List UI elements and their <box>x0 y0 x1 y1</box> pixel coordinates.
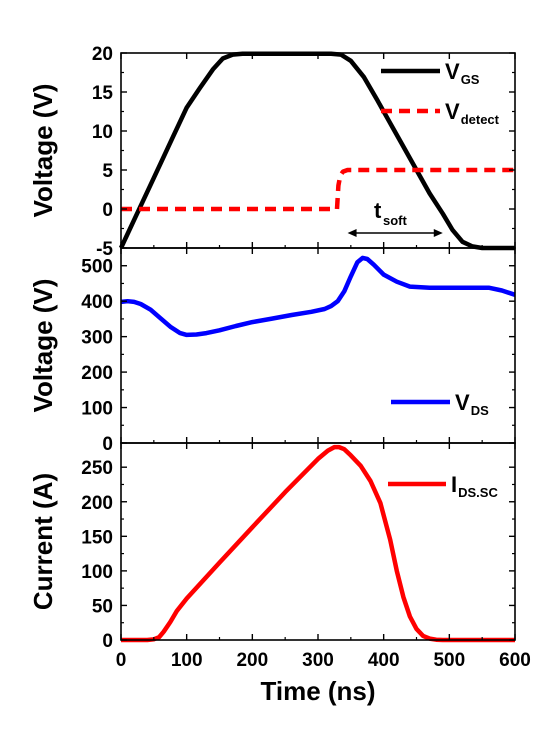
y-axis-title-bottom: Current (A) <box>28 473 58 610</box>
legend-label-v-ds: V <box>455 390 470 415</box>
y-tick-label-top: 15 <box>92 83 114 104</box>
x-tick-label: 400 <box>368 650 400 671</box>
y-tick-label-bottom: 200 <box>81 493 113 514</box>
x-tick-label: 300 <box>302 650 334 671</box>
y-tick-label-top: -5 <box>96 239 113 260</box>
y-tick-label-bottom: 50 <box>92 596 113 617</box>
y-tick-label-middle: 400 <box>81 292 113 313</box>
x-axis-title: Time (ns) <box>260 676 375 706</box>
x-tick-label: 100 <box>171 650 203 671</box>
axes-layer <box>120 52 516 641</box>
legend-label-i-ds-sc: I <box>451 472 457 497</box>
y-tick-label-top: 10 <box>92 122 113 143</box>
x-tick-label: 500 <box>433 650 465 671</box>
y-tick-label-middle: 0 <box>102 434 113 455</box>
series-line-v-ds <box>120 255 516 338</box>
y-tick-label-middle: 500 <box>81 257 113 278</box>
legend-sublabel-v-ds: DS <box>471 403 489 418</box>
y-tick-label-bottom: 250 <box>81 458 113 479</box>
tsoft-arrow-left-head <box>347 229 357 237</box>
tsoft-sublabel: soft <box>383 213 408 228</box>
legend-sublabel-i-ds-sc: DS.SC <box>458 485 498 500</box>
y-tick-label-bottom: 150 <box>81 527 113 548</box>
data-layer <box>118 51 516 643</box>
y-tick-label-bottom: 0 <box>102 631 113 652</box>
x-tick-label: 600 <box>499 650 531 671</box>
legend-sublabel-v-detect: detect <box>461 112 500 127</box>
x-tick-label: 0 <box>116 650 127 671</box>
y-tick-label-middle: 100 <box>81 399 113 420</box>
y-tick-label-top: 0 <box>102 200 113 221</box>
y-tick-label-top: 5 <box>102 161 113 182</box>
y-tick-label-middle: 200 <box>81 363 113 384</box>
legend-sublabel-v-gs: GS <box>461 72 480 87</box>
series-line-i-ds-sc <box>121 444 515 643</box>
tsoft-arrow-right-head <box>433 229 443 237</box>
y-tick-label-middle: 300 <box>81 328 113 349</box>
legend-label-v-gs: V <box>445 59 460 84</box>
y-tick-label-top: 20 <box>92 44 113 65</box>
legend-label-v-detect: V <box>445 99 460 124</box>
series-line-v-detect <box>121 167 515 212</box>
y-axis-title-top: Voltage (V) <box>28 84 58 218</box>
y-axis-title-middle: Voltage (V) <box>28 279 58 413</box>
x-tick-label: 200 <box>236 650 268 671</box>
y-tick-label-bottom: 100 <box>81 562 113 583</box>
tsoft-label: t <box>374 198 382 223</box>
